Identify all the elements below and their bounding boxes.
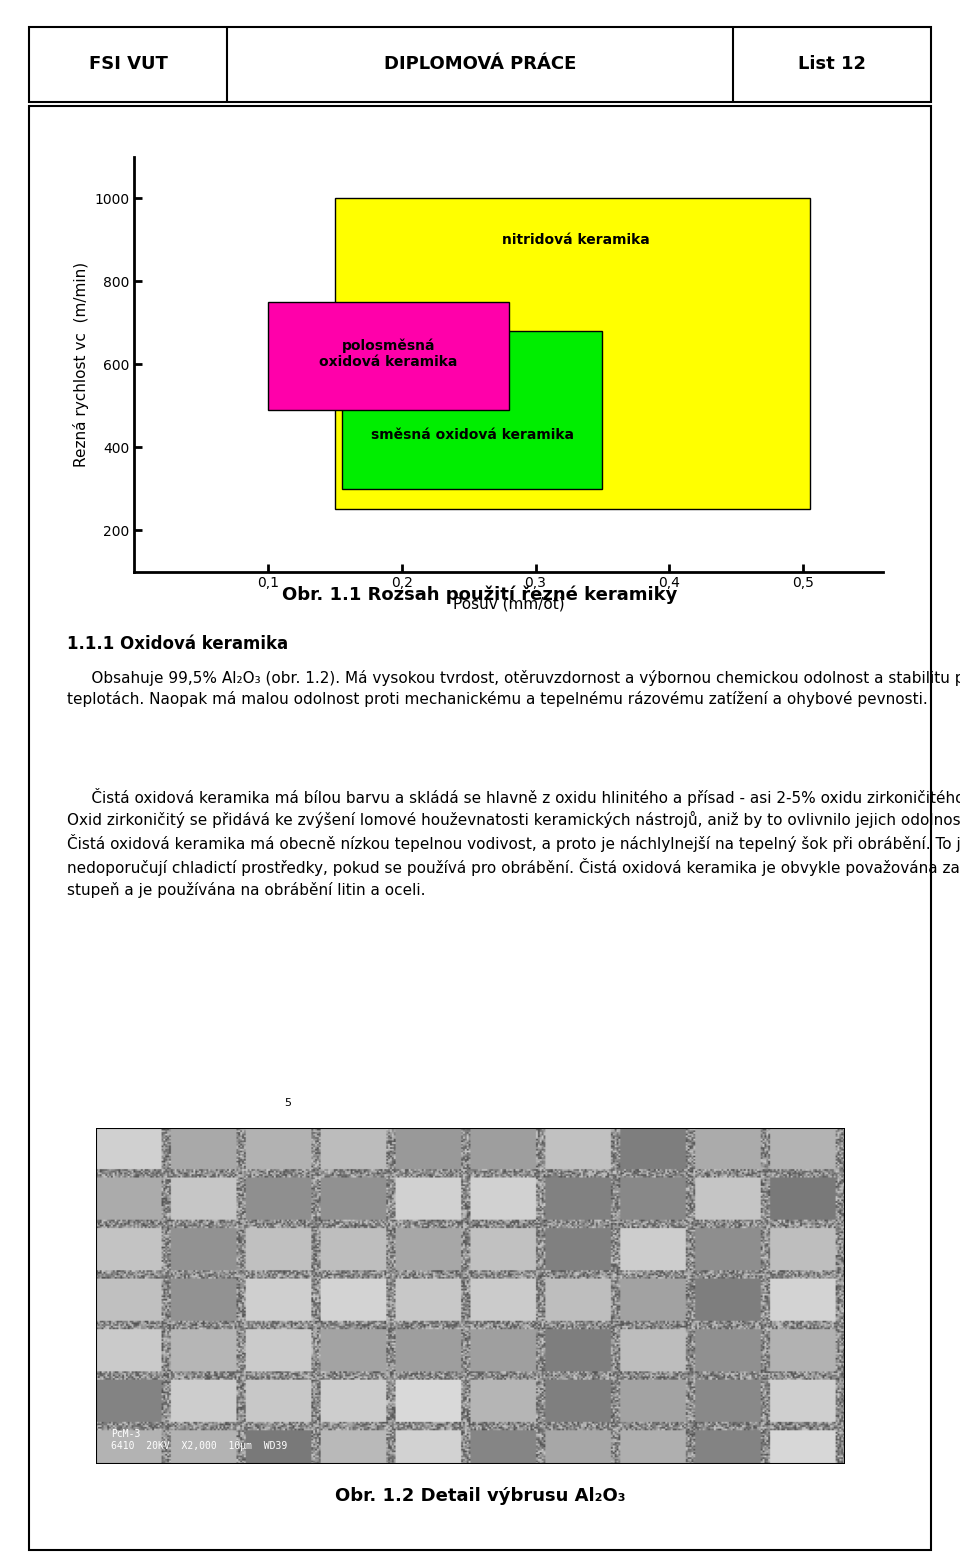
Text: List 12: List 12 [798, 55, 866, 74]
Text: DIPLOMOVÁ PRÁCE: DIPLOMOVÁ PRÁCE [384, 55, 576, 74]
Text: polosměsná
oxidová keramika: polosměsná oxidová keramika [320, 338, 458, 370]
Text: směsná oxidová keramika: směsná oxidová keramika [372, 428, 574, 442]
Text: Obsahuje 99,5% Al₂O₃ (obr. 1.2). Má vysokou tvrdost, otěruvzdornost a výbornou c: Obsahuje 99,5% Al₂O₃ (obr. 1.2). Má vyso… [67, 670, 960, 708]
Text: Obr. 1.2 Detail výbrusu Al₂O₃: Obr. 1.2 Detail výbrusu Al₂O₃ [335, 1486, 625, 1505]
Bar [342, 330, 603, 489]
X-axis label: Posuv (mm/ot): Posuv (mm/ot) [453, 597, 564, 611]
Text: PcM-3
6410  20KV  X2,000  10μm  WD39: PcM-3 6410 20KV X2,000 10μm WD39 [111, 1430, 287, 1450]
Bar [268, 302, 509, 410]
Text: 5: 5 [284, 1098, 291, 1109]
Text: Čistá oxidová keramika má bílou barvu a skládá se hlavně z oxidu hlinitého a pří: Čistá oxidová keramika má bílou barvu a … [67, 788, 960, 897]
Text: Obr. 1.1 Rozsah použití řezné keramiky: Obr. 1.1 Rozsah použití řezné keramiky [282, 586, 678, 603]
Text: nitridová keramika: nitridová keramika [502, 233, 650, 246]
Text: FSI VUT: FSI VUT [88, 55, 167, 74]
Bar [335, 197, 809, 509]
Y-axis label: Rezná rychlost vc  (m/min): Rezná rychlost vc (m/min) [73, 262, 89, 467]
Text: 1.1.1 Oxidová keramika: 1.1.1 Oxidová keramika [67, 634, 288, 653]
